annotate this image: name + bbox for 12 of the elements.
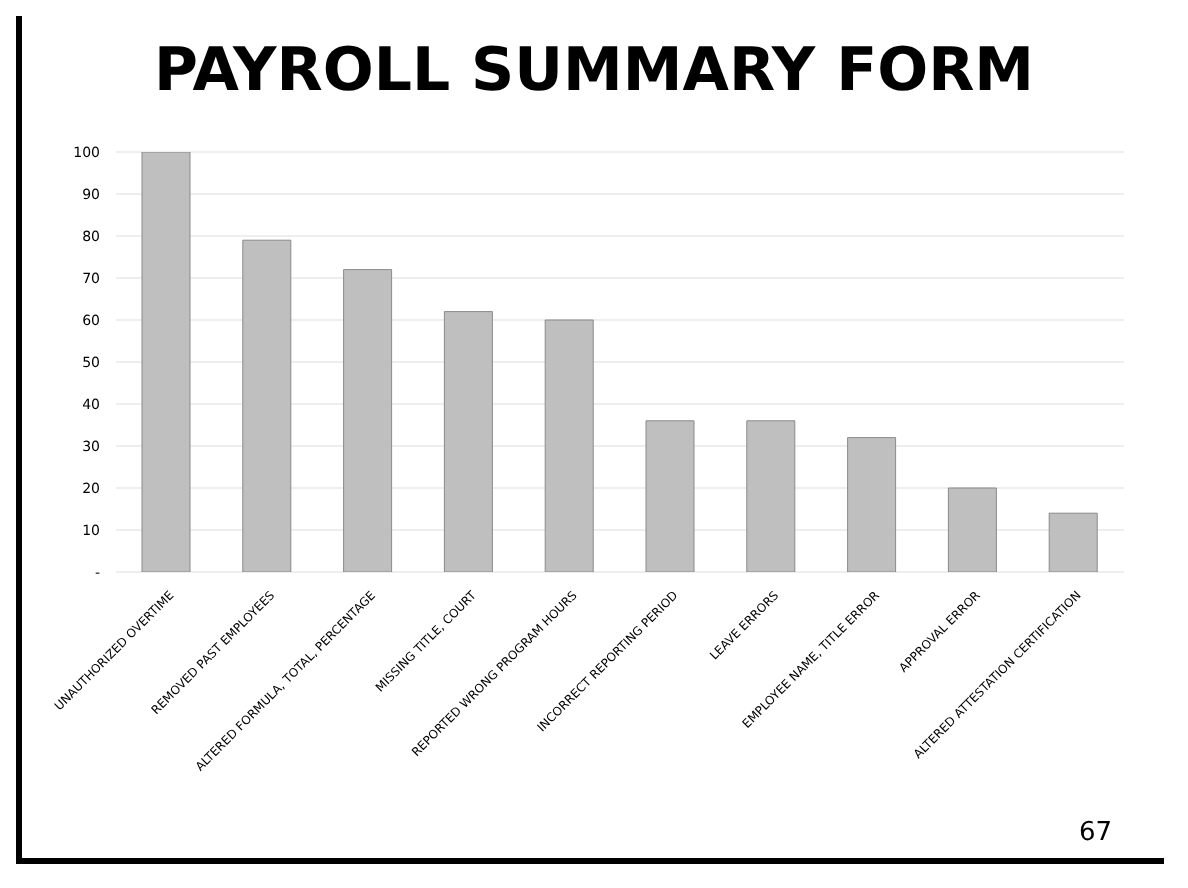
bar	[141, 152, 191, 572]
text: 67	[1078, 818, 1112, 848]
bar	[1048, 512, 1098, 572]
bar	[645, 420, 695, 572]
bar	[443, 311, 493, 572]
bar	[847, 437, 897, 572]
bar	[947, 487, 997, 572]
bar	[746, 420, 796, 572]
bar	[343, 269, 393, 572]
chart-title: PAYROLL SUMMARY FORM	[151, 36, 1037, 106]
bar	[544, 319, 594, 572]
bar	[242, 239, 292, 572]
